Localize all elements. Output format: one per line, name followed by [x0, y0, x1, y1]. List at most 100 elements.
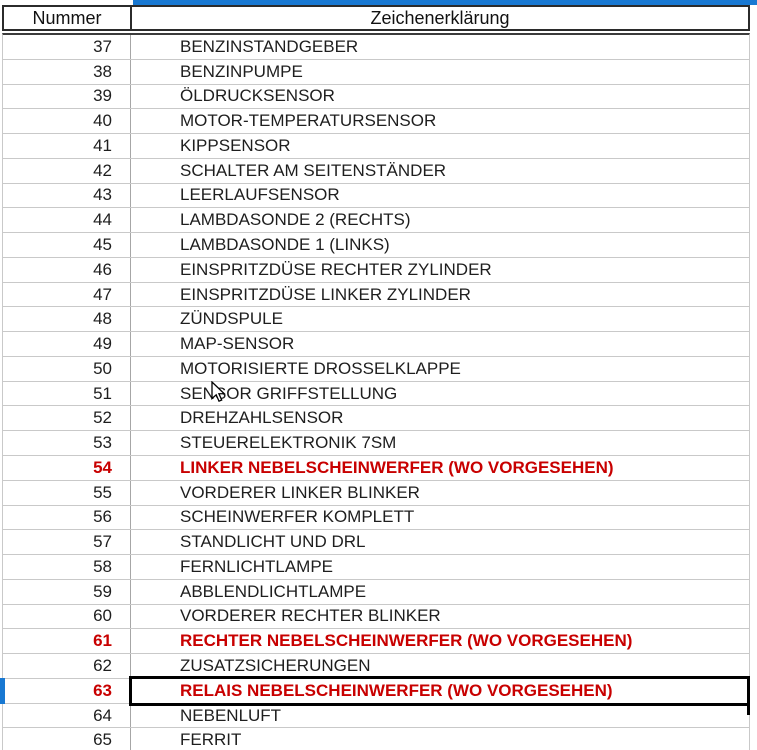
row-number-cell[interactable]: 46	[3, 257, 131, 282]
table-row: 47 EINSPRITZDÜSE LINKER ZYLINDER	[3, 282, 749, 308]
row-legend-text: ZÜNDSPULE	[180, 309, 283, 329]
row-legend-text: VORDERER RECHTER BLINKER	[180, 606, 441, 626]
row-legend-text: EINSPRITZDÜSE RECHTER ZYLINDER	[180, 259, 492, 279]
row-legend-cell[interactable]: NEBENLUFT	[131, 704, 749, 728]
row-number-cell[interactable]: 39	[3, 84, 131, 109]
table-row: 57 STANDLICHT UND DRL	[3, 530, 749, 556]
row-legend-text: STEUERELEKTRONIK 7SM	[180, 433, 397, 453]
row-number-cell[interactable]: 38	[3, 59, 131, 84]
row-legend-text: LEERLAUFSENSOR	[180, 185, 340, 205]
selected-row-above-strip	[133, 0, 757, 5]
row-number-cell[interactable]: 55	[3, 480, 131, 505]
row-legend-cell[interactable]: FERNLICHTLAMPE	[131, 555, 749, 579]
row-number-cell[interactable]: 42	[3, 158, 131, 183]
row-number-cell[interactable]: 51	[3, 381, 131, 406]
table-row: 55 VORDERER LINKER BLINKER	[3, 480, 749, 506]
row-legend-cell[interactable]: RECHTER NEBELSCHEINWERFER (WO VORGESEHEN…	[131, 629, 749, 653]
row-legend-cell[interactable]: DREHZAHLSENSOR	[131, 406, 749, 430]
row-legend-cell[interactable]: BENZINPUMPE	[131, 60, 749, 84]
row-legend-cell[interactable]: STEUERELEKTRONIK 7SM	[131, 431, 749, 455]
row-legend-cell[interactable]: VORDERER LINKER BLINKER	[131, 481, 749, 505]
table-row: 62 ZUSATZSICHERUNGEN	[3, 654, 749, 679]
row-legend-cell[interactable]: RELAIS NEBELSCHEINWERFER (WO VORGESEHEN)	[129, 675, 750, 715]
table-row: 59 ABBLENDLICHTLAMPE	[3, 579, 749, 605]
row-number-cell[interactable]: 59	[3, 579, 131, 604]
row-legend-cell[interactable]: FERRIT	[131, 728, 749, 750]
header-number-cell[interactable]: Nummer	[4, 7, 132, 29]
row-legend-text: ÖLDRUCKSENSOR	[180, 86, 335, 106]
row-legend-text: LAMBDASONDE 2 (RECHTS)	[180, 210, 411, 230]
row-legend-text: EINSPRITZDÜSE LINKER ZYLINDER	[180, 284, 471, 304]
row-number-cell[interactable]: 57	[3, 530, 131, 555]
row-legend-cell[interactable]: SCHEINWERFER KOMPLETT	[131, 506, 749, 530]
row-legend-text: RELAIS NEBELSCHEINWERFER (WO VORGESEHEN)	[180, 680, 613, 700]
row-legend-text: LINKER NEBELSCHEINWERFER (WO VORGESEHEN)	[180, 457, 614, 477]
row-number-cell[interactable]: 56	[3, 505, 131, 530]
table-row: 40 MOTOR-TEMPERATURSENSOR	[3, 109, 749, 135]
row-legend-text: SCHEINWERFER KOMPLETT	[180, 507, 415, 527]
row-number-cell[interactable]: 45	[3, 233, 131, 257]
row-number-cell[interactable]: 58	[3, 555, 131, 579]
row-number-cell[interactable]: 65	[3, 728, 131, 750]
row-number-cell[interactable]: 41	[3, 134, 131, 158]
row-legend-cell[interactable]: EINSPRITZDÜSE LINKER ZYLINDER	[131, 283, 749, 307]
table-row: 52 DREHZAHLSENSOR	[3, 406, 749, 432]
row-number-cell[interactable]: 47	[3, 282, 131, 307]
row-legend-cell[interactable]: STANDLICHT UND DRL	[131, 530, 749, 554]
row-legend-text: FERNLICHTLAMPE	[180, 556, 334, 576]
row-number-cell[interactable]: 43	[3, 183, 131, 208]
row-legend-cell[interactable]: LEERLAUFSENSOR	[131, 184, 749, 208]
row-legend-cell[interactable]: BENZINSTANDGEBER	[131, 35, 749, 59]
row-number-cell[interactable]: 53	[3, 431, 131, 456]
row-number-cell[interactable]: 62	[3, 654, 131, 678]
row-legend-cell[interactable]: VORDERER RECHTER BLINKER	[131, 605, 749, 629]
row-legend-text: MOTOR-TEMPERATURSENSOR	[180, 111, 437, 131]
row-legend-text: ABBLENDLICHTLAMPE	[180, 581, 367, 601]
row-legend-text: RECHTER NEBELSCHEINWERFER (WO VORGESEHEN…	[180, 631, 633, 651]
row-legend-text: FERRIT	[180, 730, 242, 750]
row-number-cell[interactable]: 40	[3, 109, 131, 134]
table-row: 44 LAMBDASONDE 2 (RECHTS)	[3, 208, 749, 234]
row-legend-cell[interactable]: SCHALTER AM SEITENSTÄNDER	[131, 159, 749, 183]
row-number-cell[interactable]: 52	[3, 406, 131, 431]
row-legend-text: MAP-SENSOR	[180, 334, 295, 354]
row-legend-text: LAMBDASONDE 1 (LINKS)	[180, 235, 390, 254]
row-legend-cell[interactable]: ZUSATZSICHERUNGEN	[131, 654, 749, 678]
row-legend-cell[interactable]: LAMBDASONDE 2 (RECHTS)	[131, 208, 749, 232]
row-legend-cell[interactable]: LAMBDASONDE 1 (LINKS)	[131, 233, 749, 257]
row-number-cell[interactable]: 64	[3, 703, 131, 728]
row-legend-cell[interactable]: KIPPSENSOR	[131, 134, 749, 158]
table-row: 65 FERRIT	[3, 728, 749, 750]
row-number-cell[interactable]: 63	[3, 678, 131, 703]
row-legend-cell[interactable]: LINKER NEBELSCHEINWERFER (WO VORGESEHEN)	[131, 456, 749, 480]
row-legend-cell[interactable]: MAP-SENSOR	[131, 332, 749, 356]
row-legend-text: STANDLICHT UND DRL	[180, 532, 366, 552]
legend-table: Nummer Zeichenerklärung 37 BENZINSTANDGEB…	[0, 5, 750, 750]
row-legend-text: SENSOR GRIFFSTELLUNG	[180, 383, 398, 403]
row-legend-text: SCHALTER AM SEITENSTÄNDER	[180, 160, 447, 180]
table-row: 51 SENSOR GRIFFSTELLUNG	[3, 381, 749, 407]
row-legend-text: NEBENLUFT	[180, 705, 282, 725]
row-number-cell[interactable]: 37	[3, 35, 131, 59]
row-number-cell[interactable]: 49	[3, 332, 131, 356]
row-number-cell[interactable]: 44	[3, 208, 131, 233]
row-legend-text: BENZINSTANDGEBER	[180, 36, 359, 56]
row-number-cell[interactable]: 60	[3, 604, 131, 629]
row-legend-cell[interactable]: MOTORISIERTE DROSSELKLAPPE	[131, 357, 749, 381]
row-number-cell[interactable]: 61	[3, 629, 131, 654]
row-legend-cell[interactable]: SENSOR GRIFFSTELLUNG	[131, 382, 749, 406]
row-legend-text: DREHZAHLSENSOR	[180, 408, 344, 428]
row-legend-cell[interactable]: ABBLENDLICHTLAMPE	[131, 580, 749, 604]
row-legend-cell[interactable]: ZÜNDSPULE	[131, 307, 749, 331]
table-row: 48 ZÜNDSPULE	[3, 307, 749, 333]
header-legend-cell[interactable]: Zeichenerklärung	[370, 7, 510, 28]
row-number-cell[interactable]: 50	[3, 356, 131, 381]
row-number-cell[interactable]: 48	[3, 307, 131, 332]
row-legend-cell[interactable]: MOTOR-TEMPERATURSENSOR	[131, 109, 749, 133]
row-number-cell[interactable]: 54	[3, 456, 131, 480]
row-legend-cell[interactable]: ÖLDRUCKSENSOR	[131, 85, 749, 109]
table-row: 63 RELAIS NEBELSCHEINWERFER (WO VORGESEHE…	[0, 675, 750, 715]
table-row: 54 LINKER NEBELSCHEINWERFER (WO VORGESEHE…	[3, 456, 749, 481]
row-legend-cell[interactable]: EINSPRITZDÜSE RECHTER ZYLINDER	[131, 258, 749, 282]
